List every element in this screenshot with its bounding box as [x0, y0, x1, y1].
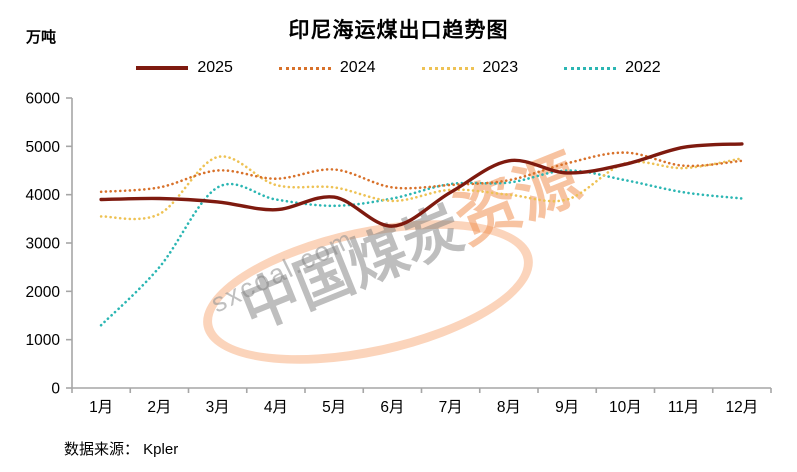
svg-text:6000: 6000 [26, 91, 61, 108]
svg-text:1月: 1月 [89, 399, 113, 416]
legend-swatch-2024 [278, 66, 331, 70]
legend-label-2025: 2025 [197, 59, 233, 76]
svg-text:11月: 11月 [668, 399, 700, 416]
svg-text:0: 0 [51, 381, 60, 398]
series-line-2022 [99, 169, 744, 327]
legend-swatch-2022 [564, 66, 617, 70]
svg-text:4月: 4月 [264, 399, 288, 416]
svg-text:7月: 7月 [439, 399, 463, 416]
legend-item-2025[interactable]: 2025 [136, 59, 233, 77]
series-line-2025 [99, 142, 744, 228]
svg-text:10月: 10月 [609, 399, 642, 416]
source-note: 数据来源： Kpler [64, 441, 179, 458]
legend-item-2022[interactable]: 2022 [564, 59, 661, 77]
svg-text:4000: 4000 [26, 187, 61, 204]
svg-text:3月: 3月 [206, 399, 230, 416]
svg-text:5000: 5000 [26, 139, 61, 156]
svg-text:6月: 6月 [380, 399, 404, 416]
svg-text:12月: 12月 [726, 399, 759, 416]
svg-text:9月: 9月 [555, 399, 579, 416]
svg-text:2月: 2月 [147, 399, 171, 416]
legend-item-2023[interactable]: 2023 [421, 59, 519, 77]
svg-text:5月: 5月 [322, 399, 346, 416]
axes [66, 97, 772, 393]
svg-text:8月: 8月 [497, 399, 521, 416]
y-axis-unit-label: 万吨 [26, 29, 57, 46]
legend-item-2024[interactable]: 2024 [278, 59, 376, 77]
legend-label-2023: 2023 [482, 59, 519, 76]
legend: 2025 2024 2023 2022 [0, 59, 797, 77]
series-line-2024 [99, 151, 744, 194]
legend-swatch-2023 [421, 66, 474, 70]
legend-label-2024: 2024 [339, 59, 376, 76]
chart-title: 印尼海运煤出口趋势图 [288, 19, 509, 42]
y-axis-labels: 0 1000 2000 3000 4000 5000 6000 [26, 91, 61, 398]
x-axis-labels: 1月 2月 3月 4月 5月 6月 7月 8月 9月 10月 11月 12月 [89, 399, 758, 416]
legend-swatch-2025 [136, 66, 189, 70]
svg-text:3000: 3000 [26, 236, 61, 253]
legend-label-2022: 2022 [625, 59, 661, 76]
svg-text:2000: 2000 [26, 284, 61, 301]
svg-text:1000: 1000 [26, 332, 61, 349]
